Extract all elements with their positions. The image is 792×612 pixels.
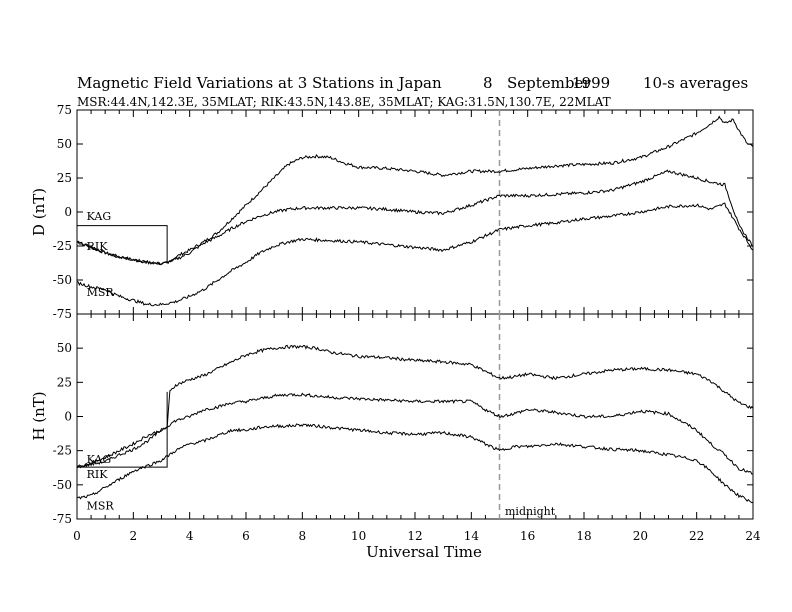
panel-h-ylabel: H (nT)	[30, 391, 48, 440]
date-month: September	[507, 74, 591, 92]
x-tick-label: 22	[689, 529, 704, 543]
panel-d-ylabel: D (nT)	[30, 188, 48, 236]
x-tick-label: 8	[299, 529, 307, 543]
station-label: RIK	[87, 468, 109, 481]
station-label: KAG	[87, 453, 112, 466]
station-label: MSR	[87, 286, 115, 299]
series-line	[76, 202, 754, 307]
x-axis-label: Universal Time	[366, 543, 482, 561]
step-marker	[77, 391, 168, 468]
y-tick-label: -75	[53, 307, 72, 321]
y-tick-label: -50	[53, 273, 72, 287]
x-tick-label: 2	[130, 529, 138, 543]
x-tick-label: 0	[73, 529, 81, 543]
series-line	[76, 344, 754, 469]
x-tick-label: 4	[186, 529, 194, 543]
x-tick-label: 10	[351, 529, 366, 543]
y-tick-label: 50	[57, 137, 72, 151]
y-tick-label: -25	[53, 444, 72, 458]
x-tick-label: 24	[745, 529, 761, 543]
y-tick-label: 75	[57, 103, 72, 117]
panel-h: H (nT)	[30, 313, 754, 520]
chart-title: Magnetic Field Variations at 3 Stations …	[77, 74, 442, 92]
station-label: KAG	[87, 210, 112, 223]
series-line	[76, 392, 754, 475]
y-tick-label: 0	[64, 205, 72, 219]
midnight-label: midnight	[505, 505, 556, 518]
averaging-note: 10-s averages	[643, 74, 748, 92]
chart-marks: 75 50 25 0 -25 -50 -75 KAG RIK MSR 50 25 0 -25 -50 -75 K…	[53, 103, 761, 543]
series-line	[76, 169, 754, 266]
date-day: 8	[483, 74, 493, 92]
station-label: MSR	[87, 499, 115, 512]
series-line	[76, 115, 754, 266]
y-tick-label: 25	[57, 375, 72, 389]
x-tick-label: 12	[407, 529, 422, 543]
series-line	[76, 423, 753, 504]
y-tick-label: -75	[53, 512, 72, 526]
date-year: 1999	[572, 74, 610, 92]
x-tick-label: 14	[464, 529, 480, 543]
station-label: RIK	[87, 240, 109, 253]
y-tick-label: -25	[53, 239, 72, 253]
panel-h-frame	[76, 313, 754, 520]
y-tick-label: 50	[57, 341, 72, 355]
stations-info: MSR:44.4N,142.3E, 35MLAT; RIK:43.5N,143.…	[77, 95, 611, 109]
y-tick-label: 0	[64, 410, 72, 424]
x-tick-label: 16	[520, 529, 535, 543]
x-tick-label: 6	[242, 529, 250, 543]
x-tick-label: 20	[633, 529, 648, 543]
step-marker	[77, 225, 168, 264]
y-tick-label: 25	[57, 171, 72, 185]
x-tick-label: 18	[576, 529, 591, 543]
y-tick-label: -50	[53, 478, 72, 492]
